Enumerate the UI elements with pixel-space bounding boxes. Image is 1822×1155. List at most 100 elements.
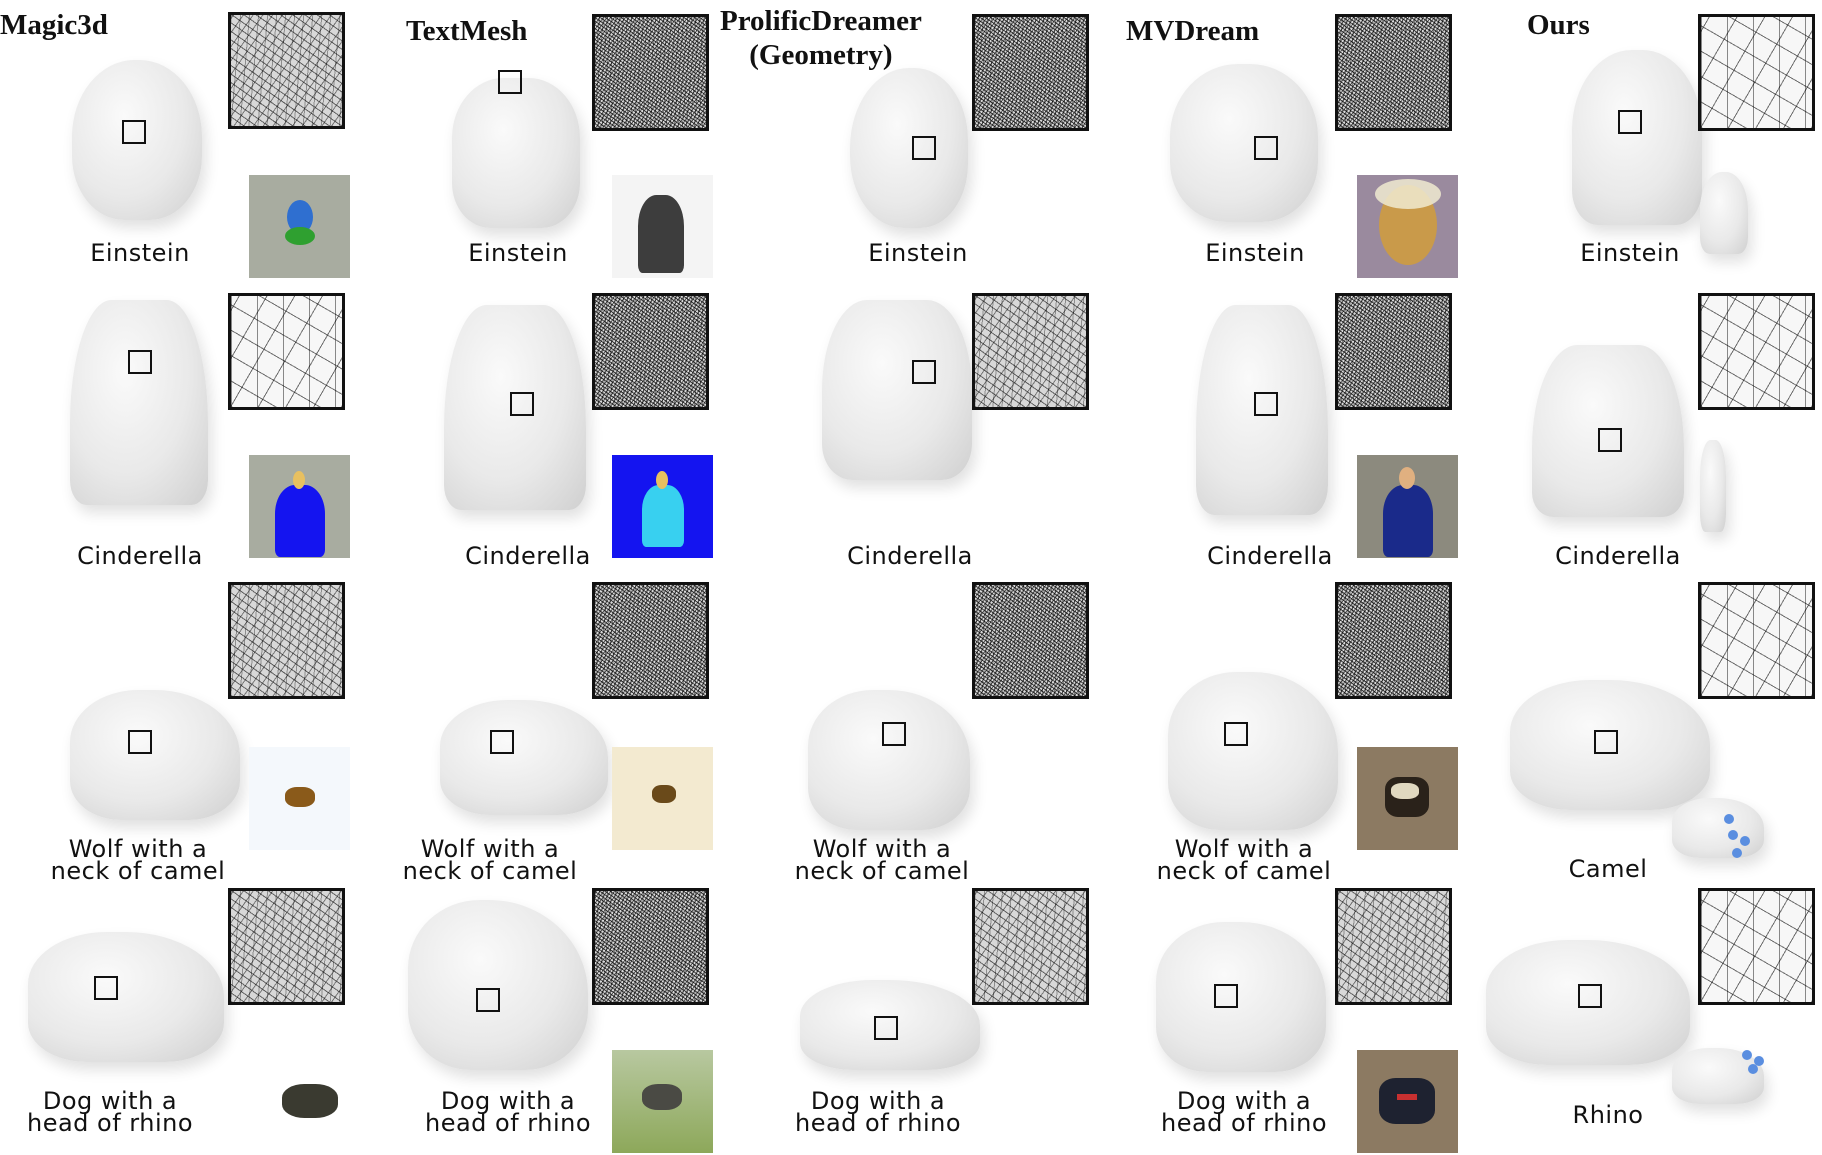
reference-image bbox=[612, 1050, 713, 1153]
zoom-marker bbox=[1618, 110, 1642, 134]
mesh-zoom-inset bbox=[1698, 14, 1815, 131]
mesh-zoom-inset bbox=[972, 888, 1089, 1005]
mesh-render bbox=[1532, 345, 1684, 517]
caption: Einstein bbox=[468, 239, 568, 267]
mesh-render bbox=[70, 690, 240, 820]
mesh-zoom-inset bbox=[228, 888, 345, 1005]
mesh-render bbox=[1572, 50, 1702, 225]
caption: Dog with a head of rhino bbox=[26, 1087, 194, 1137]
reference-image bbox=[612, 455, 713, 558]
mesh-render bbox=[1156, 922, 1326, 1072]
zoom-marker bbox=[882, 722, 906, 746]
zoom-marker bbox=[1254, 392, 1278, 416]
reference-mesh bbox=[1700, 440, 1726, 532]
caption: Einstein bbox=[868, 239, 968, 267]
caption: Dog with a head of rhino bbox=[1160, 1087, 1328, 1137]
mesh-render bbox=[70, 300, 208, 505]
mesh-zoom-inset bbox=[1335, 888, 1452, 1005]
mesh-zoom-inset bbox=[592, 582, 709, 699]
zoom-marker bbox=[122, 120, 146, 144]
mesh-render bbox=[408, 900, 588, 1070]
mesh-render bbox=[800, 980, 980, 1070]
reference-image bbox=[249, 747, 350, 850]
reference-mesh bbox=[1700, 172, 1748, 254]
zoom-marker bbox=[1224, 722, 1248, 746]
mesh-zoom-inset bbox=[228, 582, 345, 699]
mesh-render bbox=[452, 78, 580, 228]
caption: Cinderella bbox=[465, 542, 591, 570]
column-title-textmesh: TextMesh bbox=[406, 15, 528, 47]
mesh-zoom-inset bbox=[1698, 293, 1815, 410]
caption: Wolf with a neck of camel bbox=[1156, 835, 1332, 885]
reference-image bbox=[1357, 747, 1458, 850]
zoom-marker bbox=[490, 730, 514, 754]
zoom-marker bbox=[128, 350, 152, 374]
reference-image bbox=[1357, 175, 1458, 278]
mesh-render bbox=[822, 300, 972, 480]
mesh-zoom-inset bbox=[1335, 14, 1452, 131]
reference-image bbox=[612, 175, 713, 278]
mesh-render bbox=[1196, 305, 1328, 515]
caption: Einstein bbox=[1205, 239, 1305, 267]
mesh-zoom-inset bbox=[228, 12, 345, 129]
mesh-zoom-inset bbox=[972, 293, 1089, 410]
zoom-marker bbox=[498, 70, 522, 94]
column-title-magic3d: Magic3d bbox=[0, 9, 108, 41]
column-title-ours: Ours bbox=[1527, 9, 1590, 41]
mesh-zoom-inset bbox=[972, 582, 1089, 699]
reference-image bbox=[1357, 455, 1458, 558]
mesh-zoom-inset bbox=[1698, 582, 1815, 699]
mesh-zoom-inset bbox=[592, 293, 709, 410]
mesh-zoom-inset bbox=[592, 888, 709, 1005]
caption: Einstein bbox=[90, 239, 190, 267]
reference-image bbox=[249, 175, 350, 278]
zoom-marker bbox=[1594, 730, 1618, 754]
caption: Cinderella bbox=[1555, 542, 1681, 570]
zoom-marker bbox=[874, 1016, 898, 1040]
mesh-render bbox=[1486, 940, 1690, 1065]
mesh-render bbox=[1510, 680, 1710, 810]
reference-mesh bbox=[1672, 798, 1764, 858]
reference-image bbox=[274, 1072, 350, 1128]
column-title-mvdream: MVDream bbox=[1126, 15, 1260, 47]
skeleton-joints bbox=[1740, 1048, 1770, 1078]
mesh-render bbox=[28, 932, 224, 1062]
caption: Cinderella bbox=[1207, 542, 1333, 570]
caption: Wolf with a neck of camel bbox=[402, 835, 578, 885]
reference-image bbox=[1357, 1050, 1458, 1153]
zoom-marker bbox=[94, 976, 118, 1000]
skeleton-joints bbox=[1720, 808, 1760, 864]
zoom-marker bbox=[1578, 984, 1602, 1008]
mesh-zoom-inset bbox=[972, 14, 1089, 131]
caption: Dog with a head of rhino bbox=[424, 1087, 592, 1137]
mesh-render bbox=[808, 690, 970, 830]
mesh-render bbox=[72, 60, 202, 220]
mesh-render bbox=[850, 68, 968, 228]
zoom-marker bbox=[1214, 984, 1238, 1008]
column-title-prolificdreamer: ProlificDreamer (Geometry) bbox=[720, 5, 922, 71]
zoom-marker bbox=[128, 730, 152, 754]
zoom-marker bbox=[1254, 136, 1278, 160]
caption: Rhino bbox=[1572, 1101, 1644, 1129]
caption: Wolf with a neck of camel bbox=[794, 835, 970, 885]
mesh-zoom-inset bbox=[1335, 293, 1452, 410]
caption: Wolf with a neck of camel bbox=[50, 835, 226, 885]
mesh-zoom-inset bbox=[592, 14, 709, 131]
caption: Cinderella bbox=[77, 542, 203, 570]
zoom-marker bbox=[912, 360, 936, 384]
mesh-zoom-inset bbox=[1698, 888, 1815, 1005]
mesh-render bbox=[444, 305, 586, 510]
zoom-marker bbox=[476, 988, 500, 1012]
caption: Camel bbox=[1568, 855, 1648, 883]
mesh-render bbox=[440, 700, 608, 815]
caption: Einstein bbox=[1580, 239, 1680, 267]
mesh-zoom-inset bbox=[1335, 582, 1452, 699]
zoom-marker bbox=[510, 392, 534, 416]
zoom-marker bbox=[1598, 428, 1622, 452]
reference-image bbox=[249, 455, 350, 558]
caption: Dog with a head of rhino bbox=[794, 1087, 962, 1137]
zoom-marker bbox=[912, 136, 936, 160]
caption: Cinderella bbox=[847, 542, 973, 570]
mesh-zoom-inset bbox=[228, 293, 345, 410]
reference-image bbox=[612, 747, 713, 850]
